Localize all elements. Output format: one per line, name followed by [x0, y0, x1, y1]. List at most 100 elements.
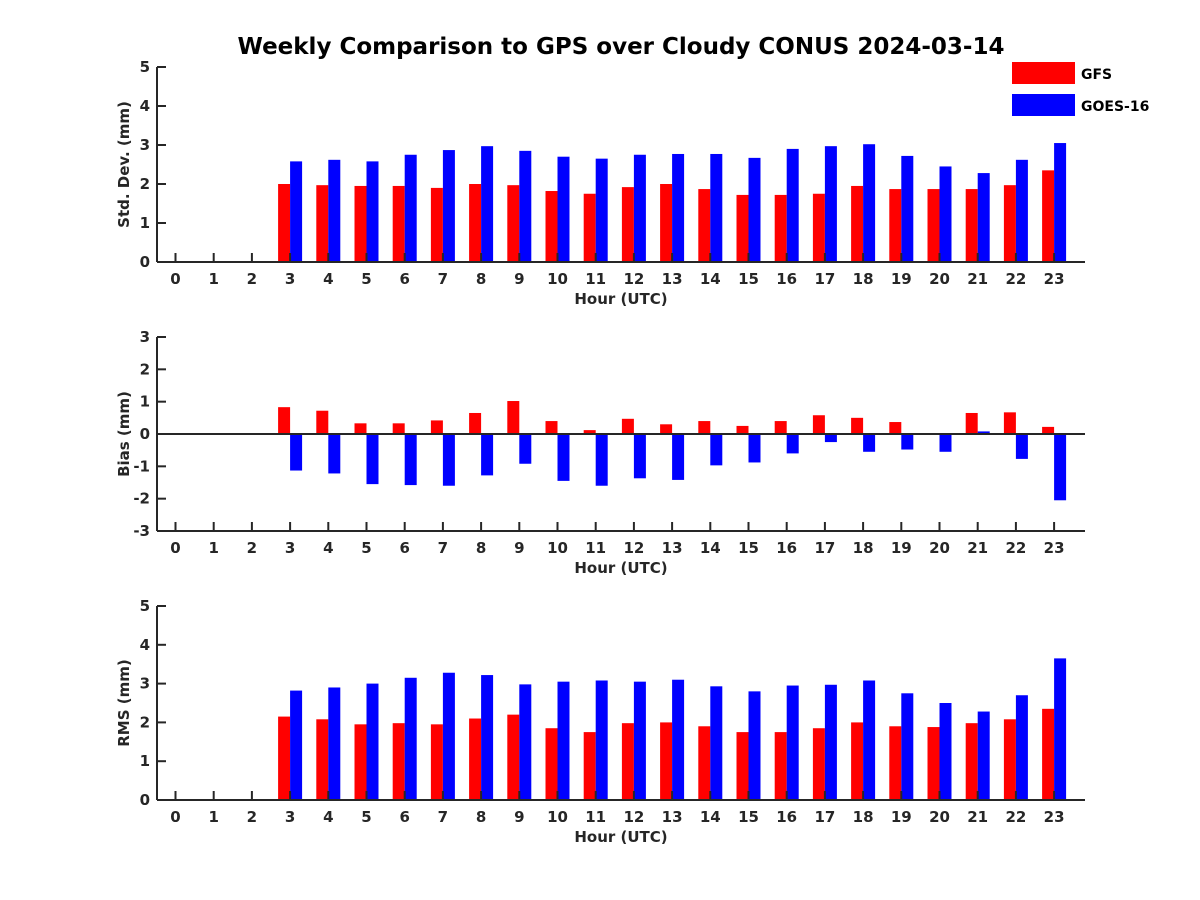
std-dev-bar-goes16-hour-14 [710, 153, 723, 262]
std-dev-bar-goes16-hour-15 [748, 157, 761, 262]
rms-ytick-label: 1 [140, 752, 150, 770]
bias-xtick-label: 5 [361, 539, 371, 557]
std-dev-xtick-label: 18 [853, 270, 874, 288]
rms-xlabel: Hour (UTC) [574, 828, 667, 846]
figure-title: Weekly Comparison to GPS over Cloudy CON… [238, 34, 1005, 60]
rms-xtick-label: 5 [361, 808, 371, 826]
rms-bar-goes16-hour-6 [404, 677, 417, 800]
rms-bar-gfs-hour-8 [469, 718, 482, 800]
bias-bar-goes16-hour-21 [977, 431, 990, 434]
std-dev-bar-goes16-hour-5 [366, 161, 379, 262]
rms-ytick-label: 4 [140, 636, 150, 654]
rms-xtick-label: 8 [476, 808, 486, 826]
std-dev-xtick-label: 7 [438, 270, 448, 288]
std-dev-bar-goes16-hour-19 [901, 155, 914, 262]
bias-xtick-label: 14 [700, 539, 721, 557]
rms-xtick-label: 4 [323, 808, 333, 826]
rms-bar-goes16-hour-18 [863, 680, 876, 800]
std-dev-bar-gfs-hour-21 [965, 189, 978, 262]
bias-ytick-label: 1 [140, 393, 150, 411]
rms-bar-goes16-hour-13 [672, 679, 685, 800]
std-dev-bar-goes16-hour-21 [977, 173, 990, 262]
bias-bar-gfs-hour-6 [392, 423, 405, 434]
std-dev-xtick-label: 23 [1044, 270, 1065, 288]
bias-xtick-label: 10 [547, 539, 568, 557]
std-dev-bar-goes16-hour-22 [1015, 159, 1028, 262]
bias-xtick-label: 2 [247, 539, 257, 557]
bias-ytick-label: 0 [140, 425, 150, 443]
rms-xtick-label: 19 [891, 808, 912, 826]
rms-bar-goes16-hour-12 [633, 681, 646, 800]
std-dev-xtick-label: 5 [361, 270, 371, 288]
std-dev-xtick-label: 22 [1005, 270, 1026, 288]
std-dev-xtick-label: 14 [700, 270, 721, 288]
std-dev-ytick-label: 3 [140, 136, 150, 154]
std-dev-bar-gfs-hour-9 [507, 185, 520, 262]
std-dev-xtick-label: 19 [891, 270, 912, 288]
std-dev-bar-gfs-hour-6 [392, 185, 405, 262]
bias-bar-goes16-hour-13 [672, 434, 685, 480]
std-dev-xtick-label: 10 [547, 270, 568, 288]
std-dev-xtick-label: 17 [814, 270, 835, 288]
std-dev-xtick-label: 21 [967, 270, 988, 288]
std-dev-bar-gfs-hour-13 [660, 184, 673, 262]
std-dev-xtick-label: 13 [662, 270, 683, 288]
rms-ylabel: RMS (mm) [115, 659, 133, 746]
bias-bar-goes16-hour-20 [939, 434, 952, 452]
rms-bar-goes16-hour-17 [824, 684, 837, 800]
bias-xtick-label: 20 [929, 539, 950, 557]
bias-bar-gfs-hour-8 [469, 412, 482, 434]
bias-bar-goes16-hour-11 [595, 434, 608, 486]
rms-bar-gfs-hour-6 [392, 723, 405, 800]
rms-bar-goes16-hour-19 [901, 693, 914, 800]
std-dev-bar-gfs-hour-17 [812, 193, 825, 262]
rms-bar-goes16-hour-10 [557, 681, 570, 800]
bias-bar-goes16-hour-12 [633, 434, 646, 479]
bias-xtick-label: 18 [853, 539, 874, 557]
bias-xtick-label: 1 [208, 539, 218, 557]
rms-xtick-label: 12 [623, 808, 644, 826]
bias-ylabel: Bias (mm) [115, 391, 133, 477]
bias-bar-goes16-hour-8 [481, 434, 494, 476]
rms-ytick-label: 2 [140, 713, 150, 731]
bias-bar-gfs-hour-10 [545, 421, 558, 434]
std-dev-bar-goes16-hour-12 [633, 154, 646, 262]
rms-bar-goes16-hour-16 [786, 685, 799, 800]
bias-xtick-label: 0 [170, 539, 180, 557]
std-dev-ylabel: Std. Dev. (mm) [115, 101, 133, 228]
rms-xtick-label: 10 [547, 808, 568, 826]
std-dev-bar-goes16-hour-6 [404, 154, 417, 262]
rms-bar-gfs-hour-17 [812, 728, 825, 800]
std-dev-xlabel: Hour (UTC) [574, 290, 667, 308]
bias-bar-gfs-hour-22 [1003, 412, 1016, 434]
bias-xtick-label: 12 [623, 539, 644, 557]
std-dev-ytick-label: 1 [140, 214, 150, 232]
rms-bar-gfs-hour-9 [507, 714, 520, 800]
std-dev-bar-gfs-hour-8 [469, 184, 482, 262]
std-dev-bar-goes16-hour-10 [557, 156, 570, 262]
bias-bar-gfs-hour-12 [621, 418, 634, 434]
std-dev-xtick-label: 16 [776, 270, 797, 288]
bias-bar-gfs-hour-5 [354, 423, 367, 434]
rms-bar-gfs-hour-20 [927, 727, 940, 800]
rms-ytick-label: 0 [140, 791, 150, 809]
std-dev-bar-gfs-hour-20 [927, 189, 940, 262]
rms-xtick-label: 20 [929, 808, 950, 826]
std-dev-bar-gfs-hour-23 [1042, 170, 1055, 262]
std-dev-bar-gfs-hour-22 [1003, 185, 1016, 262]
rms-xtick-label: 6 [399, 808, 409, 826]
rms-bar-goes16-hour-14 [710, 686, 723, 800]
bias-bar-goes16-hour-15 [748, 434, 761, 463]
legend: GFS GOES-16 [1012, 62, 1149, 116]
std-dev-ytick-label: 4 [140, 97, 150, 115]
rms-bar-gfs-hour-18 [851, 722, 864, 800]
bias-xtick-label: 6 [399, 539, 409, 557]
rms-ytick-label: 5 [140, 597, 150, 615]
rms-bar-gfs-hour-22 [1003, 719, 1016, 800]
rms-xtick-label: 11 [585, 808, 606, 826]
bias-bar-goes16-hour-9 [519, 434, 532, 464]
bias-xtick-label: 16 [776, 539, 797, 557]
rms-bar-gfs-hour-7 [430, 724, 443, 800]
legend-label-goes16: GOES-16 [1081, 99, 1149, 115]
